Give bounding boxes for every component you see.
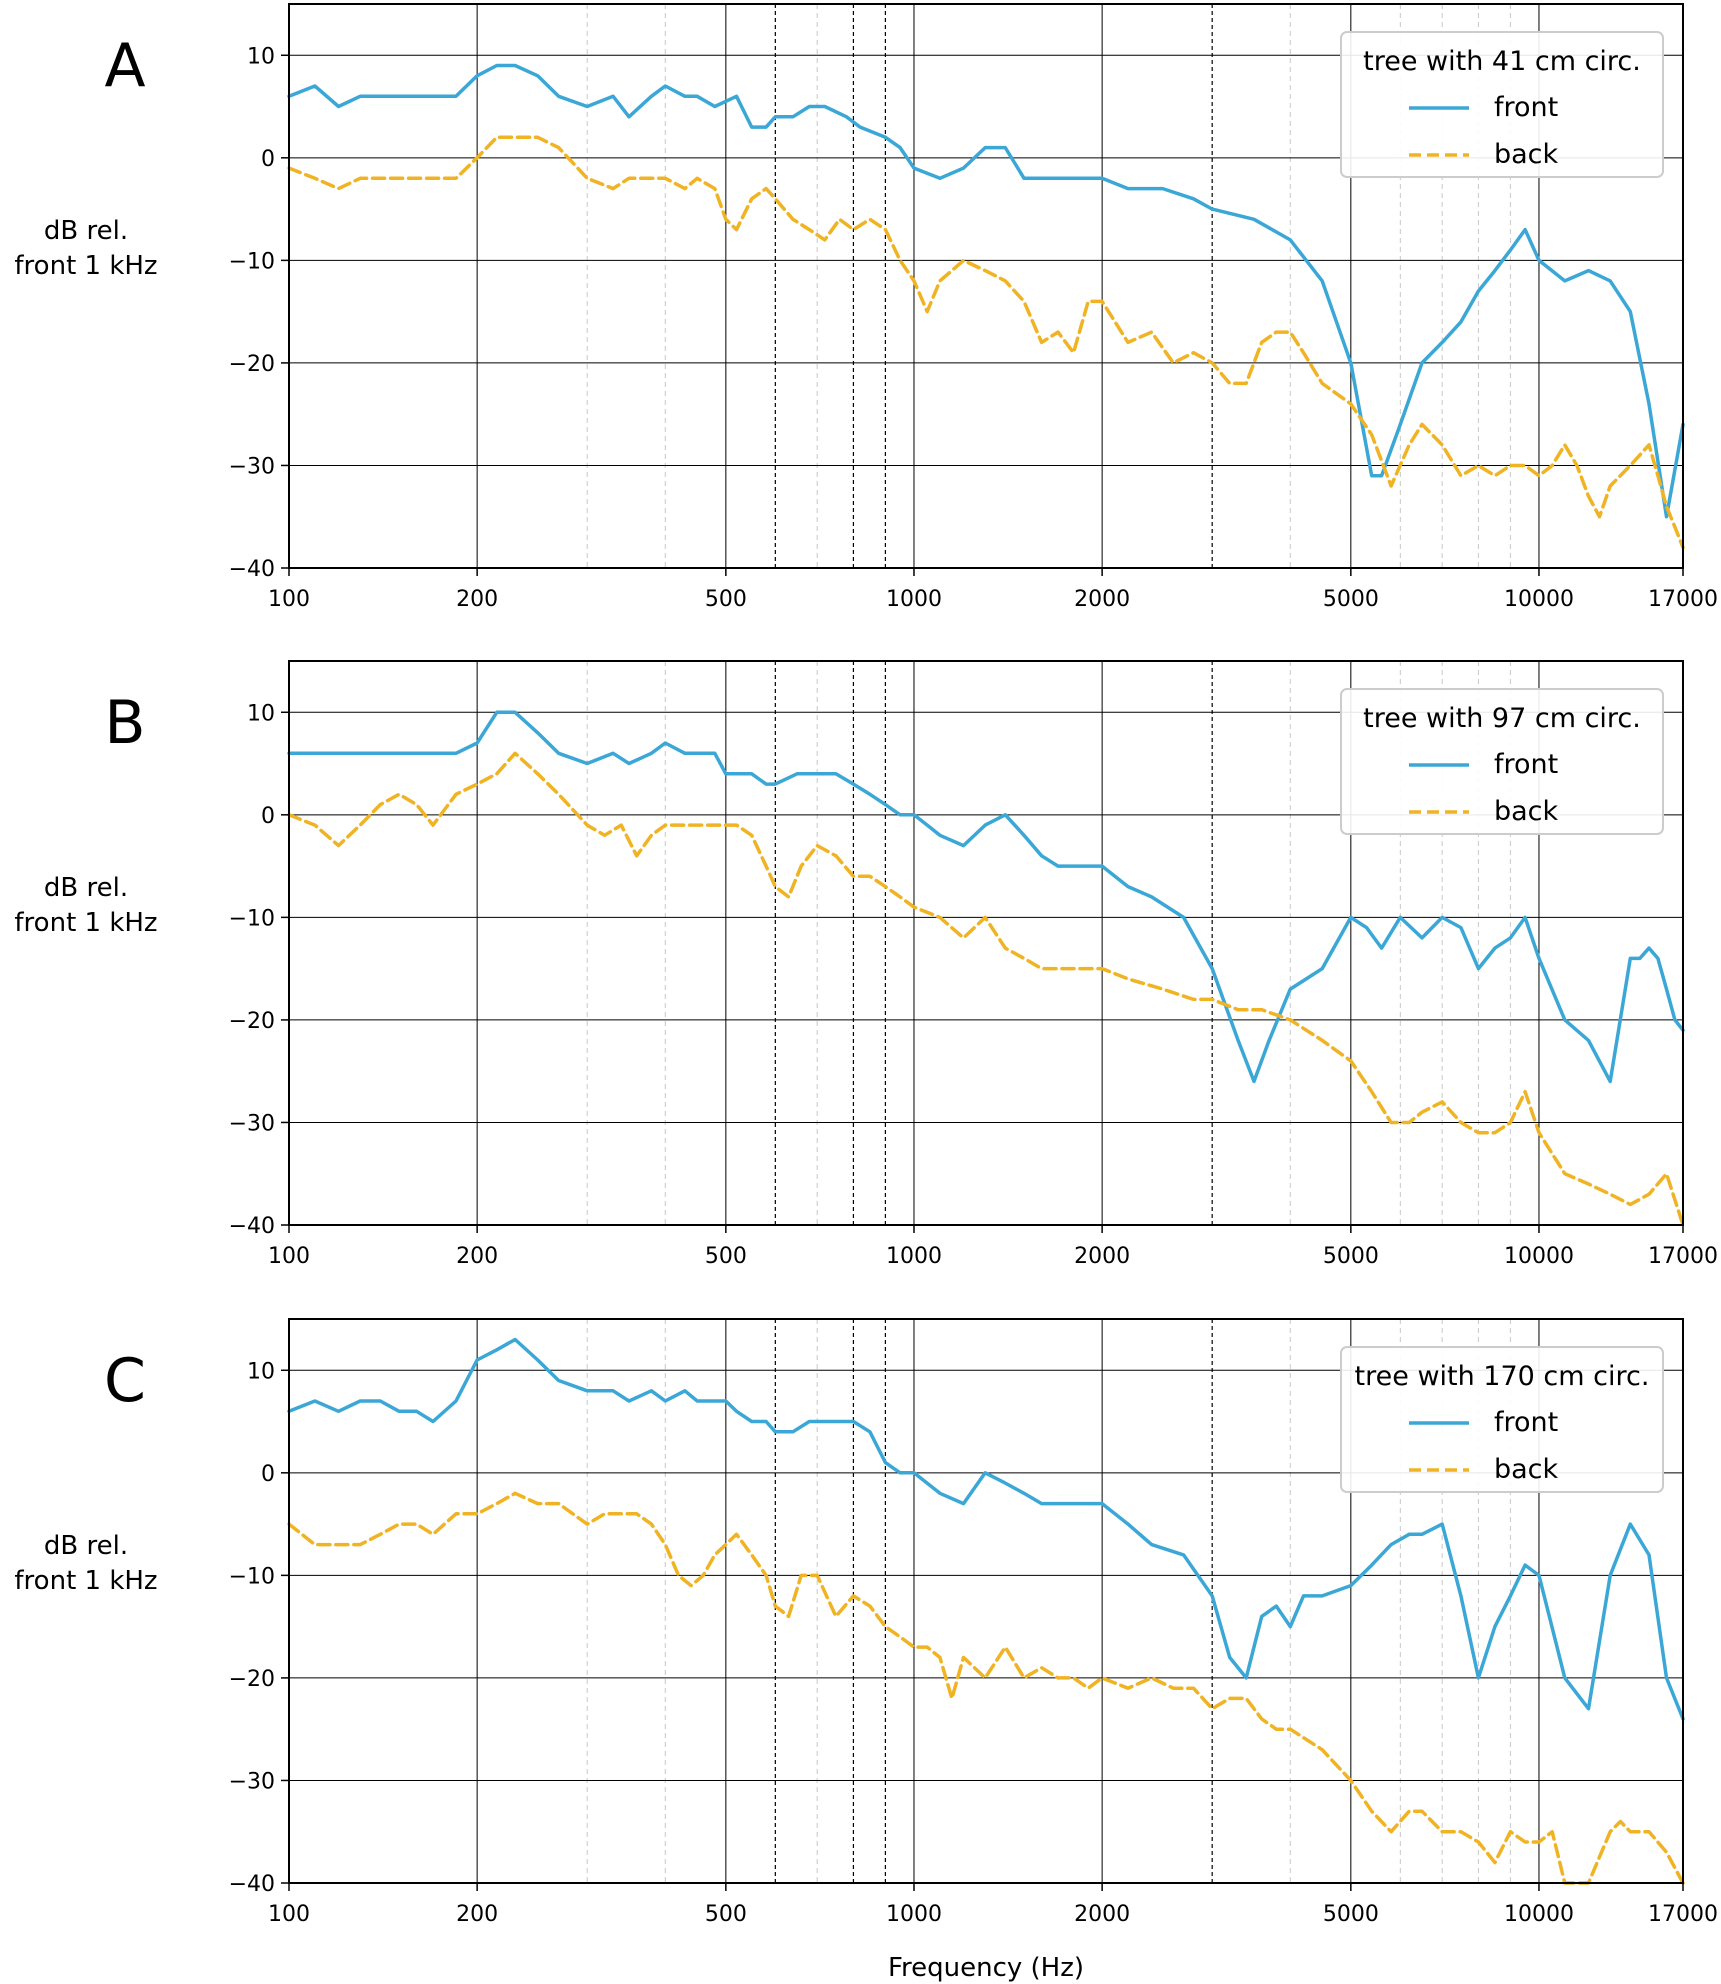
x-tick-label: 2000 [1074, 587, 1130, 612]
plot-frame [288, 660, 1684, 1226]
legend-title: tree with 97 cm circ. [1363, 703, 1641, 734]
legend-title: tree with 170 cm circ. [1355, 1361, 1650, 1392]
x-tick-label: 200 [456, 1244, 498, 1269]
y-tick-label: −20 [229, 1009, 275, 1034]
x-tick-label: 1000 [886, 1902, 942, 1927]
panel-letter: C [104, 1346, 146, 1416]
x-tick-label: 500 [705, 1902, 747, 1927]
x-tick-label: 100 [268, 1244, 310, 1269]
x-tick-label: 200 [456, 1902, 498, 1927]
x-tick-label: 17000 [1648, 1244, 1718, 1269]
legend-box [1340, 688, 1664, 835]
x-tick-label: 100 [268, 587, 310, 612]
series-line-front [287, 1337, 1685, 1721]
y-axis-label: front 1 kHz [14, 1566, 157, 1596]
x-tick-label: 17000 [1648, 1902, 1718, 1927]
x-tick-label: 500 [705, 587, 747, 612]
y-tick-label: 10 [247, 44, 275, 69]
x-tick-label: 200 [456, 587, 498, 612]
panel-letter: A [104, 31, 145, 101]
y-tick-label: 10 [247, 701, 275, 726]
y-axis-label: dB rel. [44, 873, 128, 903]
x-axis-label: Frequency (Hz) [888, 1953, 1084, 1983]
legend-label-back: back [1494, 1454, 1559, 1485]
y-axis-label: front 1 kHz [14, 251, 157, 281]
gridlines [289, 661, 1683, 1225]
x-tick-label: 1000 [886, 1244, 942, 1269]
plot-frame [288, 1318, 1684, 1884]
y-tick-label: −20 [229, 1667, 275, 1692]
legend: tree with 41 cm circ. front back [1340, 31, 1664, 178]
x-tick-label: 5000 [1323, 1902, 1379, 1927]
y-tick-label: −30 [229, 1111, 275, 1136]
y-tick-label: −40 [229, 557, 275, 582]
legend-label-front: front [1494, 749, 1558, 780]
y-tick-label: 0 [261, 804, 275, 829]
legend-box [1340, 1346, 1664, 1493]
series-group [287, 710, 1685, 1227]
x-tick-label: 1000 [886, 587, 942, 612]
x-tick-label: 2000 [1074, 1244, 1130, 1269]
x-tick-label: 5000 [1323, 587, 1379, 612]
x-tick-label: 10000 [1504, 1244, 1574, 1269]
series-line-front [287, 63, 1685, 519]
legend-label-back: back [1494, 796, 1559, 827]
y-tick-label: −40 [229, 1872, 275, 1897]
legend-label-front: front [1494, 92, 1558, 123]
y-axis-label: dB rel. [44, 216, 128, 246]
y-tick-label: 10 [247, 1359, 275, 1384]
x-tick-label: 500 [705, 1244, 747, 1269]
x-tick-label: 5000 [1323, 1244, 1379, 1269]
series-line-back [287, 751, 1685, 1227]
legend: tree with 170 cm circ. front back [1340, 1346, 1664, 1493]
y-tick-label: −10 [229, 1564, 275, 1589]
y-tick-label: −30 [229, 1769, 275, 1794]
y-axis-label: dB rel. [44, 1531, 128, 1561]
legend-box [1340, 31, 1664, 178]
y-tick-label: −30 [229, 454, 275, 479]
y-tick-label: −10 [229, 906, 275, 931]
y-tick-label: 0 [261, 1462, 275, 1487]
legend-label-front: front [1494, 1407, 1558, 1438]
x-tick-label: 2000 [1074, 1902, 1130, 1927]
legend: tree with 97 cm circ. front back [1340, 688, 1664, 835]
series-group [287, 63, 1685, 550]
legend-label-back: back [1494, 139, 1559, 170]
legend-title: tree with 41 cm circ. [1363, 46, 1641, 77]
plot-frame [288, 3, 1684, 569]
panel-letter: B [104, 688, 145, 758]
x-tick-label: 17000 [1648, 587, 1718, 612]
x-tick-label: 10000 [1504, 1902, 1574, 1927]
y-tick-label: −20 [229, 352, 275, 377]
series-line-back [287, 135, 1685, 550]
series-line-front [287, 710, 1685, 1084]
series-line-back [287, 1491, 1685, 1885]
y-tick-label: −10 [229, 249, 275, 274]
x-tick-label: 10000 [1504, 587, 1574, 612]
y-tick-label: 0 [261, 147, 275, 172]
series-group [287, 1337, 1685, 1885]
x-tick-label: 100 [268, 1902, 310, 1927]
y-tick-label: −40 [229, 1214, 275, 1239]
y-axis-label: front 1 kHz [14, 908, 157, 938]
